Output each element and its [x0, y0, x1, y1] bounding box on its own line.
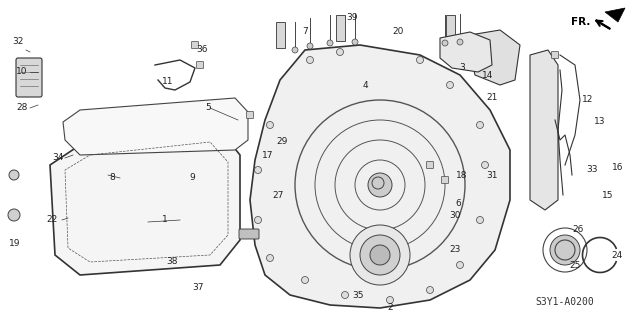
Text: 27: 27: [272, 190, 284, 199]
FancyBboxPatch shape: [445, 14, 454, 38]
Text: 34: 34: [52, 153, 64, 162]
Text: 26: 26: [572, 226, 584, 234]
Text: 33: 33: [586, 166, 598, 174]
Circle shape: [266, 122, 273, 129]
Text: 7: 7: [302, 27, 308, 36]
Text: 2: 2: [387, 302, 393, 311]
Text: 24: 24: [611, 250, 623, 259]
Circle shape: [387, 296, 394, 303]
Text: 23: 23: [449, 246, 461, 255]
Circle shape: [372, 177, 384, 189]
Text: 13: 13: [595, 117, 605, 127]
Circle shape: [307, 56, 314, 63]
Circle shape: [9, 170, 19, 180]
Circle shape: [350, 225, 410, 285]
Text: 30: 30: [449, 211, 461, 219]
Text: 21: 21: [486, 93, 498, 102]
Polygon shape: [605, 8, 625, 22]
Text: 4: 4: [362, 80, 368, 90]
Circle shape: [417, 56, 424, 63]
Text: 11: 11: [163, 78, 173, 86]
Text: 36: 36: [196, 46, 208, 55]
Text: 9: 9: [189, 174, 195, 182]
Circle shape: [426, 286, 433, 293]
Polygon shape: [63, 98, 248, 155]
Text: 31: 31: [486, 170, 498, 180]
FancyBboxPatch shape: [239, 229, 259, 239]
Text: 18: 18: [456, 170, 468, 180]
FancyBboxPatch shape: [275, 21, 285, 48]
Circle shape: [292, 47, 298, 53]
FancyBboxPatch shape: [246, 112, 253, 118]
Text: FR.: FR.: [571, 17, 590, 27]
Polygon shape: [470, 30, 520, 85]
FancyBboxPatch shape: [191, 41, 198, 48]
Circle shape: [266, 255, 273, 262]
Text: 3: 3: [459, 63, 465, 72]
Circle shape: [255, 167, 262, 174]
FancyBboxPatch shape: [442, 176, 449, 183]
Circle shape: [342, 292, 349, 299]
Text: 39: 39: [346, 13, 358, 23]
Text: 10: 10: [16, 68, 28, 77]
Polygon shape: [530, 50, 558, 210]
Text: 28: 28: [16, 103, 28, 113]
Circle shape: [481, 161, 488, 168]
Text: 14: 14: [483, 70, 493, 79]
FancyBboxPatch shape: [426, 161, 433, 168]
Text: 20: 20: [392, 27, 404, 36]
Circle shape: [337, 48, 344, 56]
Circle shape: [327, 40, 333, 46]
Circle shape: [457, 39, 463, 45]
Polygon shape: [440, 32, 492, 72]
Circle shape: [477, 217, 483, 224]
Text: 8: 8: [109, 174, 115, 182]
Text: 16: 16: [612, 164, 624, 173]
Text: 22: 22: [46, 216, 58, 225]
Text: 32: 32: [12, 38, 24, 47]
Circle shape: [8, 209, 20, 221]
Circle shape: [255, 217, 262, 224]
Circle shape: [352, 39, 358, 45]
Text: 12: 12: [582, 95, 594, 105]
Circle shape: [456, 262, 463, 269]
Polygon shape: [50, 130, 240, 275]
FancyBboxPatch shape: [335, 14, 344, 41]
FancyBboxPatch shape: [196, 62, 204, 69]
Circle shape: [442, 40, 448, 46]
Text: 29: 29: [276, 137, 288, 146]
Text: 25: 25: [570, 261, 580, 270]
Text: 1: 1: [162, 216, 168, 225]
Text: 35: 35: [352, 291, 364, 300]
Circle shape: [368, 173, 392, 197]
FancyBboxPatch shape: [552, 51, 559, 58]
Text: 15: 15: [602, 190, 614, 199]
Text: 5: 5: [205, 103, 211, 113]
Text: 19: 19: [9, 239, 20, 248]
Text: 37: 37: [192, 284, 204, 293]
Circle shape: [370, 245, 390, 265]
Circle shape: [360, 235, 400, 275]
Circle shape: [307, 43, 313, 49]
Circle shape: [301, 277, 308, 284]
Circle shape: [550, 235, 580, 265]
FancyBboxPatch shape: [16, 58, 42, 97]
Circle shape: [477, 122, 483, 129]
Text: S3Y1-A0200: S3Y1-A0200: [535, 297, 594, 307]
FancyArrowPatch shape: [596, 21, 610, 29]
Text: 17: 17: [262, 151, 274, 160]
Polygon shape: [250, 45, 510, 308]
Text: 6: 6: [455, 198, 461, 207]
Text: 38: 38: [166, 257, 178, 266]
Circle shape: [447, 81, 454, 88]
